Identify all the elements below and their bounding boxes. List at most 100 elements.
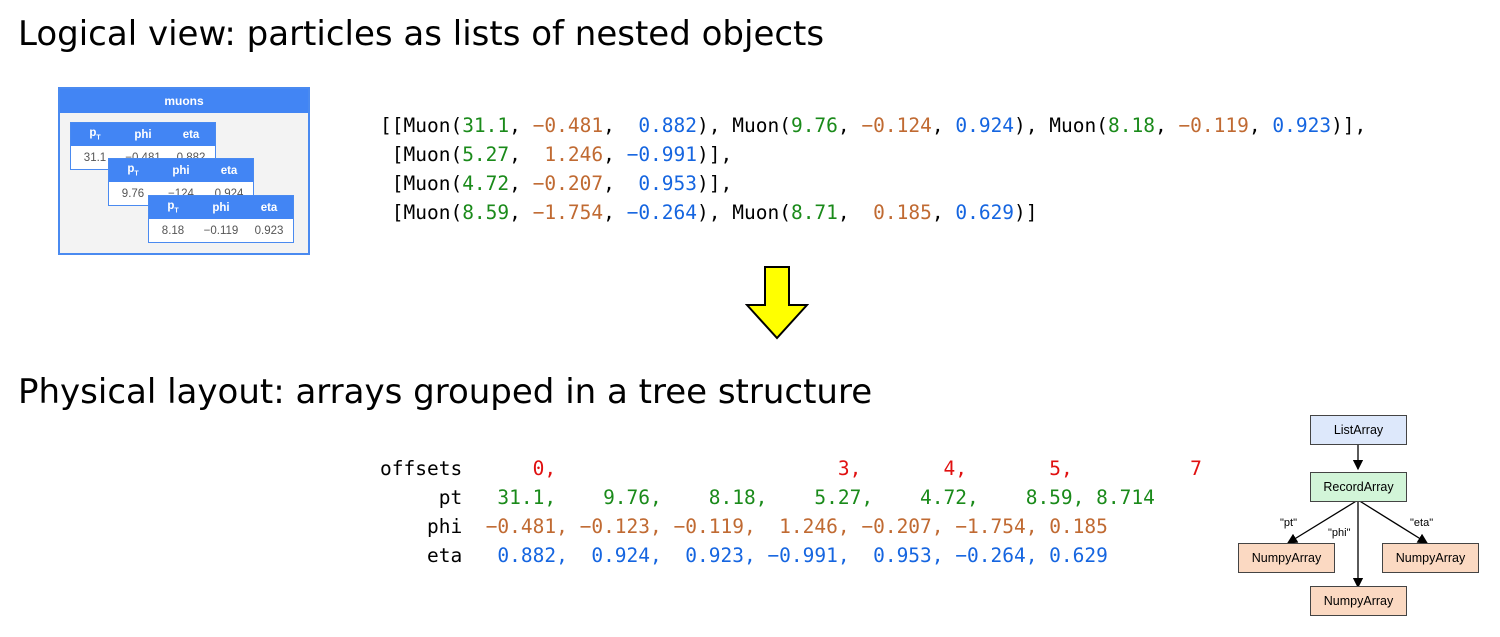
edge-label-phi: "phi" — [1328, 527, 1351, 539]
edge-label-eta: "eta" — [1410, 517, 1433, 529]
numpy-array-node-pt: NumpyArray — [1238, 543, 1335, 573]
code-token: offsets — [380, 457, 533, 480]
code-token: )], — [697, 172, 733, 195]
code-token: , — [603, 114, 639, 137]
code-token: 0, — [532, 457, 557, 480]
code-token: , — [603, 172, 639, 195]
code-token: , — [931, 114, 956, 137]
code-token: ), Muon( — [1014, 114, 1108, 137]
code-token: 0.629 — [955, 201, 1015, 224]
code-token: 0.882, 0.924, 0.923, −0.991, 0.953, −0.2… — [497, 544, 1108, 567]
pt-value: 8.18 — [161, 224, 185, 237]
code-line: pt 31.1, 9.76, 8.18, 5.27, 4.72, 8.59, 8… — [380, 483, 1202, 512]
phi-value: −0.119 — [203, 224, 239, 237]
code-token: 8.18 — [1107, 114, 1155, 137]
code-token: [Muon( — [380, 201, 463, 224]
logical-code-block: [[Muon(31.1, −0.481, 0.882), Muon(9.76, … — [380, 111, 1366, 227]
eta-header: eta — [260, 201, 278, 214]
code-token: , — [603, 143, 627, 166]
code-token: −1.754 — [532, 201, 604, 224]
code-token: −0.124 — [861, 114, 932, 137]
code-token: )] — [1014, 201, 1038, 224]
code-line: eta 0.882, 0.924, 0.923, −0.991, 0.953, … — [380, 541, 1202, 570]
code-token: −0.481, −0.123, −0.119, 1.246, −0.207, −… — [485, 515, 1108, 538]
code-token: 5.27 — [462, 143, 510, 166]
code-line: [Muon(8.59, −1.754, −0.264), Muon(8.71, … — [380, 198, 1366, 227]
code-token: , — [603, 201, 627, 224]
phi-header: phi — [212, 201, 230, 214]
code-token: 8.71 — [790, 201, 838, 224]
code-token: 0.185 — [873, 201, 932, 224]
code-token: 31.1, 9.76, 8.18, 5.27, 4.72, 8.59, 8.71… — [497, 486, 1155, 509]
down-arrow-icon — [745, 266, 809, 340]
record-array-node: RecordArray — [1310, 472, 1407, 502]
code-token: , — [509, 114, 533, 137]
code-token: 4, — [943, 457, 968, 480]
code-token: −0.119 — [1178, 114, 1249, 137]
muons-title: muons — [60, 89, 308, 113]
code-token — [556, 457, 838, 480]
code-token: 8.59 — [462, 201, 510, 224]
code-line: [Muon(4.72, −0.207, 0.953)], — [380, 169, 1366, 198]
code-line: [Muon(5.27, 1.246, −0.991)], — [380, 140, 1366, 169]
code-token: , — [1248, 114, 1273, 137]
code-token: [[Muon( — [380, 114, 463, 137]
edge-label-pt: "pt" — [1280, 517, 1297, 529]
pt-header: pT — [167, 200, 179, 215]
code-token: 5, — [1049, 457, 1073, 480]
code-token — [861, 457, 943, 480]
numpy-array-node-eta: NumpyArray — [1382, 543, 1479, 573]
code-line: offsets 0, 3, 4, 5, 7 — [380, 454, 1202, 483]
code-token: pt — [380, 486, 498, 509]
code-token: 0.953 — [638, 172, 698, 195]
logical-view-heading: Logical view: particles as lists of nest… — [18, 14, 825, 54]
code-token — [1073, 457, 1190, 480]
code-token: , — [837, 201, 874, 224]
code-line: [[Muon(31.1, −0.481, 0.882), Muon(9.76, … — [380, 111, 1366, 140]
code-token: [Muon( — [380, 143, 463, 166]
code-token: 3, — [837, 457, 862, 480]
code-token: −0.991 — [626, 143, 698, 166]
code-token: 9.76 — [790, 114, 838, 137]
code-token — [967, 457, 1049, 480]
code-token: , — [509, 201, 533, 224]
code-token: −0.207 — [532, 172, 604, 195]
tree-diagram: "pt" "phi" "eta" ListArray RecordArray N… — [1230, 410, 1480, 620]
tree-edges: "pt" "phi" "eta" — [1280, 443, 1433, 589]
numpy-array-node-phi: NumpyArray — [1310, 586, 1407, 616]
pt-header: pT — [89, 127, 101, 142]
pt-header: pT — [127, 163, 139, 178]
eta-header: eta — [220, 164, 238, 177]
code-token: −0.481 — [532, 114, 604, 137]
phi-header: phi — [134, 128, 152, 141]
code-token: 31.1 — [462, 114, 510, 137]
code-token: 0.924 — [955, 114, 1015, 137]
code-token: 7 — [1190, 457, 1202, 480]
pt-value: 9.76 — [121, 187, 145, 200]
code-token: , — [931, 201, 956, 224]
eta-header: eta — [182, 128, 200, 141]
code-token: , — [1154, 114, 1179, 137]
code-token: , — [509, 143, 545, 166]
code-token: )], — [697, 143, 733, 166]
code-token: [Muon( — [380, 172, 463, 195]
code-token: , — [837, 114, 862, 137]
phi-header: phi — [172, 164, 190, 177]
code-token: −0.264 — [626, 201, 698, 224]
muon-card-3: pT phi eta 8.18 −0.119 0.923 — [148, 195, 294, 243]
code-token: 1.246 — [544, 143, 604, 166]
pt-value: 31.1 — [83, 151, 107, 164]
code-line: phi −0.481, −0.123, −0.119, 1.246, −0.20… — [380, 512, 1202, 541]
code-token: 0.882 — [638, 114, 698, 137]
code-token: , — [509, 172, 533, 195]
physical-code-block: offsets 0, 3, 4, 5, 7 pt 31.1, 9.76, 8.1… — [380, 454, 1202, 570]
eta-value: 0.923 — [254, 224, 284, 237]
code-token: eta — [380, 544, 498, 567]
code-token: 4.72 — [462, 172, 510, 195]
code-token: 0.923 — [1272, 114, 1332, 137]
code-token: )], — [1331, 114, 1367, 137]
list-array-node: ListArray — [1310, 415, 1407, 445]
code-token: ), Muon( — [697, 114, 791, 137]
code-token: phi — [380, 515, 486, 538]
physical-layout-heading: Physical layout: arrays grouped in a tre… — [18, 372, 873, 412]
